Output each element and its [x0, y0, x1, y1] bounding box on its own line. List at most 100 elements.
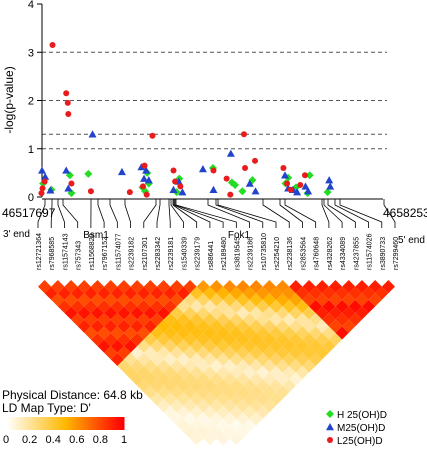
colorbar-segment [66, 417, 70, 430]
ld-cell [276, 280, 290, 294]
colorbar-segment [49, 417, 52, 430]
colorbar-segment [45, 417, 48, 430]
ld-cell [315, 332, 329, 347]
colorbar-segment [88, 417, 92, 430]
colorbar-segment [86, 417, 90, 430]
data-point-triangle [64, 184, 73, 192]
colorbar-segment [106, 417, 109, 430]
ld-cell [190, 365, 204, 380]
ld-cell [223, 319, 237, 333]
ld-cell [203, 392, 217, 406]
colorbar-segment [57, 417, 60, 430]
ld-cell [117, 293, 131, 307]
colorbar-tick-label: 0.4 [46, 434, 61, 446]
ld-cell [176, 326, 191, 340]
scatter-points [38, 42, 335, 198]
ld-cell [130, 372, 144, 386]
colorbar-segment [70, 417, 74, 430]
ld-cell [242, 313, 257, 327]
ld-cell [209, 319, 224, 333]
data-point-circle [64, 99, 71, 106]
ld-cell [110, 339, 124, 353]
snp-label: rs886441 [208, 241, 215, 270]
ld-cell [123, 352, 138, 366]
ld-cell [117, 332, 131, 347]
ld-cell [170, 319, 184, 333]
snp-position-connectors [37, 199, 396, 228]
colorbar-segment [7, 417, 11, 430]
snp-connector [109, 199, 118, 228]
snp-connector [215, 199, 264, 228]
data-point-circle [87, 188, 94, 195]
ld-cell [170, 372, 184, 386]
ld-cell [236, 280, 250, 294]
snp-connector [50, 199, 53, 228]
ld-cell [216, 432, 230, 446]
snp-label: rs7968585 [49, 237, 56, 270]
data-point-circle [223, 175, 230, 182]
data-point-triangle [209, 185, 218, 193]
data-point-circle [63, 90, 70, 97]
ld-heatmap [38, 280, 395, 446]
physical-distance: Physical Distance: 64.8 kb [2, 388, 143, 402]
ld-cell [322, 326, 336, 340]
data-point-circle [49, 42, 56, 49]
ld-cell [143, 372, 157, 386]
ld-cell [183, 346, 197, 360]
data-point-triangle [169, 185, 178, 193]
data-point-triangle [144, 176, 153, 184]
snp-connector [174, 199, 224, 228]
ld-cell [361, 299, 376, 314]
ld-cell [223, 425, 237, 439]
ld-cell [375, 286, 389, 300]
ld-cell [269, 286, 283, 300]
data-point-circle [252, 157, 259, 164]
ld-cell [51, 280, 65, 294]
data-point-triangle [38, 166, 47, 174]
data-point-triangle [88, 130, 97, 138]
ld-cell [176, 313, 191, 327]
colorbar-segment [21, 417, 25, 430]
ld-cell [242, 352, 257, 366]
data-point-circle [143, 191, 150, 198]
snp-label: rs2283342 [155, 237, 162, 270]
ld-cell [143, 385, 157, 399]
ld-cell [216, 379, 230, 393]
ld-cell [163, 339, 177, 353]
ld-cell [269, 379, 283, 393]
colorbar-segment [31, 417, 35, 430]
ld-cell [130, 306, 144, 320]
association-plot: 0 1 2 3 4 -log(p-value) [2, 0, 387, 204]
ld-cell [276, 359, 290, 373]
data-point-circle [240, 131, 247, 138]
ld-cell [163, 313, 177, 327]
ld-cell [249, 412, 263, 426]
ld-cell [190, 392, 204, 406]
colorbar-segment [78, 417, 82, 430]
ld-cell [163, 379, 177, 393]
data-point-diamond [323, 188, 332, 197]
ld-cell [289, 293, 303, 307]
ld-cell [170, 293, 184, 307]
ld-cell [355, 293, 369, 307]
ld-cell [130, 319, 144, 333]
ld-cell [123, 339, 138, 353]
snp-label: rs11574143 [62, 233, 69, 270]
data-point-diamond [231, 180, 240, 189]
ld-cell [229, 352, 243, 366]
ld-cell [196, 346, 210, 360]
data-point-circle [141, 162, 148, 169]
ld-cell [282, 286, 296, 300]
snp-label: rs2254210 [274, 237, 281, 270]
data-point-circle [38, 190, 45, 197]
ld-cell [71, 313, 85, 327]
colorbar-segment [114, 417, 117, 430]
ld-cell [143, 280, 157, 294]
ld-cell [249, 385, 263, 399]
five-prime-end-label: 5' end [398, 235, 425, 246]
ld-cell [209, 385, 224, 399]
data-point-triangle [251, 187, 260, 195]
legend: H 25(OH)D M25(OH)D L25(OH)D [326, 410, 387, 447]
ld-cell [163, 352, 177, 366]
